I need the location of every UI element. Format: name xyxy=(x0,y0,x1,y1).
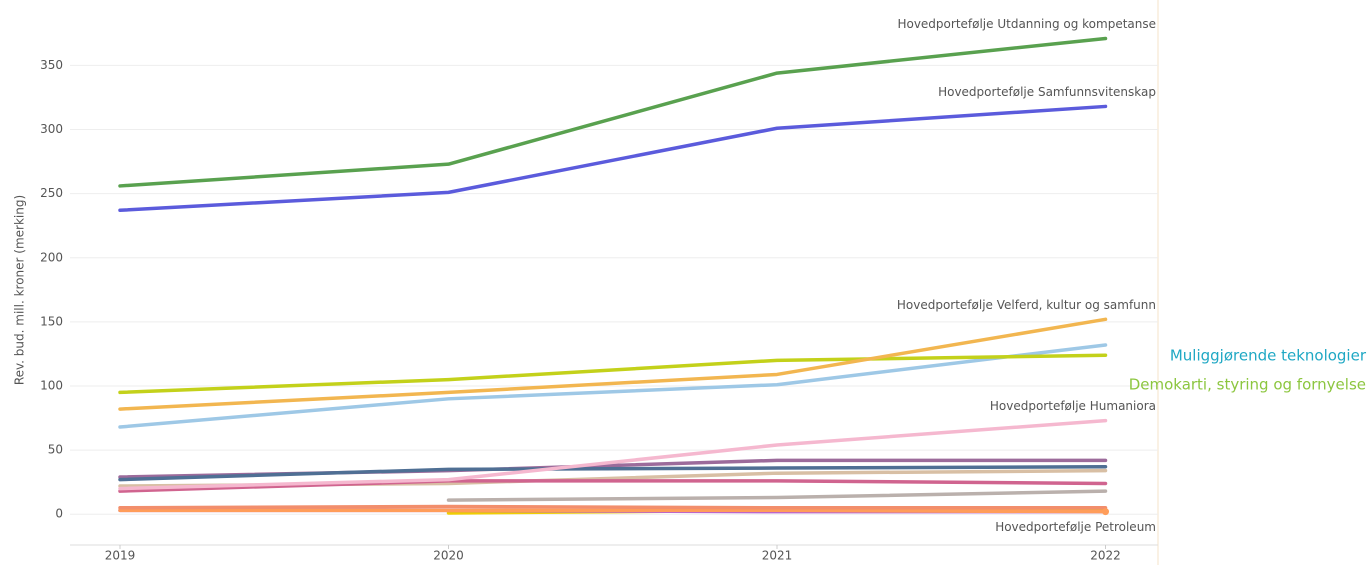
series-line xyxy=(118,36,1108,188)
series-line xyxy=(118,479,1108,493)
series-line xyxy=(118,504,1108,510)
series-line xyxy=(446,489,1108,502)
series-line xyxy=(118,317,1108,411)
y-tick-label: 350 xyxy=(40,58,63,72)
series-label: Hovedportefølje Velferd, kultur og samfu… xyxy=(897,298,1156,312)
annotation: Demokarti, styring og fornyelse xyxy=(1129,376,1366,394)
y-tick-label: 250 xyxy=(40,186,63,200)
series-line xyxy=(118,343,1108,429)
x-tick-label: 2020 xyxy=(433,549,464,563)
y-tick-label: 0 xyxy=(55,507,63,521)
series-line xyxy=(118,508,1108,514)
x-tick-label: 2021 xyxy=(762,549,793,563)
series-line xyxy=(118,353,1108,395)
y-tick-label: 150 xyxy=(40,314,63,328)
annotation: Muliggjørende teknologier xyxy=(1170,347,1367,365)
y-tick-label: 300 xyxy=(40,122,63,136)
series-label: Hovedportefølje Humaniora xyxy=(990,399,1156,413)
x-tick-label: 2022 xyxy=(1090,549,1121,563)
series-label: Hovedportefølje Petroleum xyxy=(995,520,1156,534)
y-tick-label: 200 xyxy=(40,250,63,264)
series-label: Hovedportefølje Utdanning og kompetanse xyxy=(897,17,1156,31)
series-line xyxy=(118,465,1108,482)
series-line xyxy=(118,104,1108,213)
series-line xyxy=(118,418,1108,491)
x-tick-label: 2019 xyxy=(105,549,136,563)
end-point xyxy=(1102,508,1109,516)
series-label: Hovedportefølje Samfunnsvitenskap xyxy=(938,85,1156,99)
y-tick-label: 100 xyxy=(40,378,63,392)
y-axis-label: Rev. bud. mill. kroner (merking) xyxy=(13,195,27,385)
y-tick-label: 50 xyxy=(48,443,63,457)
